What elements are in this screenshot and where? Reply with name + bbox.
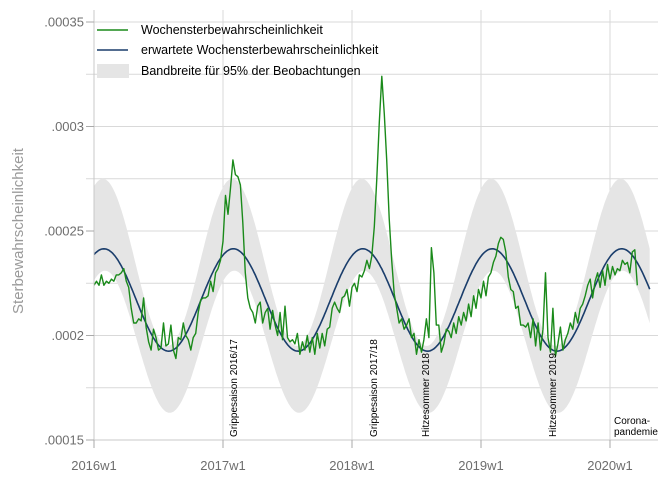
x-tick-label: 2016w1	[71, 458, 117, 473]
y-axis-label: Sterbewahrscheinlichkeit	[10, 147, 27, 314]
legend-band-swatch	[97, 64, 129, 78]
confidence-band	[94, 178, 650, 413]
annotation-label: Grippesaison 2016/17	[229, 339, 240, 437]
axes: .00015 .0002 .00025 .0003 .00035 2016w1 2017w1…	[44, 10, 658, 473]
y-tick-label: .00025	[44, 224, 84, 239]
legend-observed-label: Wochensterbewahrscheinlichkeit	[141, 23, 323, 37]
annotation-label: Hitzesommer 2018	[421, 353, 432, 437]
y-tick-label: .00015	[44, 433, 84, 448]
annotation-label: Hitzesommer 2019	[548, 353, 559, 437]
annotation-label: pandemie	[614, 427, 658, 438]
x-tick-label: 2017w1	[200, 458, 246, 473]
x-tick-label: 2019w1	[458, 458, 504, 473]
legend-band-label: Bandbreite für 95% der Beobachtungen	[141, 64, 361, 78]
x-tick-label: 2018w1	[329, 458, 375, 473]
event-annotations: Grippesaison 2016/17 Grippesaison 2017/18…	[229, 339, 658, 438]
observed-series-line	[93, 75, 638, 360]
y-tick-label: .00035	[44, 15, 84, 30]
legend: Wochensterbewahrscheinlichkeit erwartete…	[97, 23, 379, 78]
y-tick-label: .0003	[51, 119, 84, 134]
annotation-label: Corona-	[614, 416, 650, 427]
annotation-label: Grippesaison 2017/18	[369, 339, 380, 437]
y-tick-label: .0002	[51, 328, 84, 343]
x-tick-label: 2020w1	[587, 458, 633, 473]
legend-expected-label: erwartete Wochensterbewahrscheinlichkeit	[141, 43, 379, 57]
